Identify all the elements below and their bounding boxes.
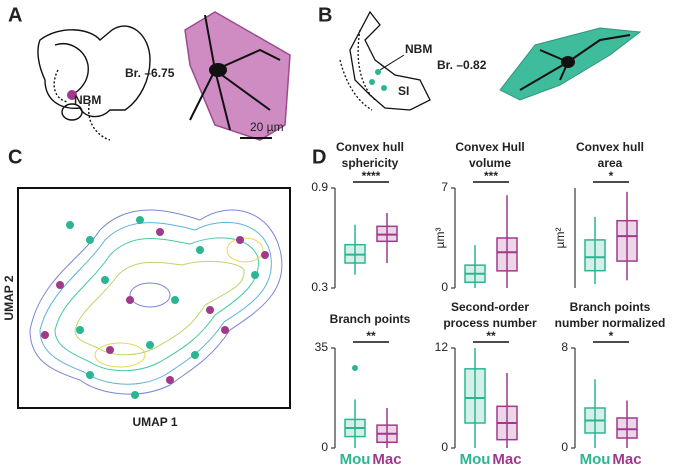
significance: ** xyxy=(366,329,376,343)
bregma-label: Br. –6.75 xyxy=(125,66,175,80)
panel-label: B xyxy=(318,4,332,26)
chart-title: volume xyxy=(469,156,511,170)
neuron-hull xyxy=(499,27,642,101)
significance: * xyxy=(609,169,614,183)
y-tick-label: 0 xyxy=(441,440,448,454)
x-tick-label: Mac xyxy=(612,451,641,467)
chart-title: Second-order xyxy=(451,300,529,314)
chart-title: process number xyxy=(443,316,537,330)
significance: * xyxy=(609,329,614,343)
y-axis-label: µm² xyxy=(553,228,567,249)
nbm-marker xyxy=(67,90,77,100)
chart-title: Convex hull xyxy=(576,140,644,154)
outlier xyxy=(352,365,358,371)
region-label: SI xyxy=(398,84,409,98)
x-tick-label: Mou xyxy=(340,451,371,467)
nbm-marker xyxy=(369,79,375,85)
y-tick-label: 0 xyxy=(561,440,568,454)
y-tick-label: 35 xyxy=(315,340,329,354)
panel-label: C xyxy=(8,146,22,168)
chart-title: area xyxy=(598,156,623,170)
x-tick-label: Mac xyxy=(492,451,521,467)
nbm-marker xyxy=(375,69,381,75)
chart-title: Branch points xyxy=(570,300,651,314)
box xyxy=(464,368,486,424)
y-axis-label: µm³ xyxy=(433,228,447,249)
x-tick-label: Mou xyxy=(580,451,611,467)
box xyxy=(584,239,606,272)
chart-title: number normalized xyxy=(555,316,666,330)
x-axis-label: UMAP 1 xyxy=(132,415,177,429)
y-tick-label: 7 xyxy=(441,180,448,194)
panel-label: A xyxy=(8,4,22,26)
nbm-marker xyxy=(381,85,387,91)
scale-label: 20 µm xyxy=(250,120,284,134)
y-tick-label: 0.9 xyxy=(311,180,328,194)
significance: ** xyxy=(486,329,496,343)
x-tick-label: Mou xyxy=(460,451,491,467)
pointer xyxy=(379,54,405,71)
chart-title: Branch points xyxy=(330,312,411,326)
y-tick-label: 8 xyxy=(561,340,568,354)
significance: *** xyxy=(484,169,498,183)
box xyxy=(496,237,518,272)
chart-title: Convex Hull xyxy=(455,140,524,154)
brain-schematic xyxy=(339,10,431,111)
x-tick-label: Mac xyxy=(372,451,401,467)
chart-title: Convex hull xyxy=(336,140,404,154)
y-tick-label: 0 xyxy=(441,280,448,294)
neuron-hull xyxy=(184,11,291,141)
density-contours xyxy=(29,209,283,395)
significance: **** xyxy=(362,169,381,183)
y-tick-label: 0.3 xyxy=(311,280,328,294)
box xyxy=(616,417,638,439)
umap-frame xyxy=(17,187,291,409)
box xyxy=(616,219,638,262)
y-tick-label: 12 xyxy=(435,340,449,354)
chart-title: sphericity xyxy=(342,156,399,170)
y-tick-label: 0 xyxy=(321,440,328,454)
region-label: NBM xyxy=(74,93,101,107)
brain-schematic xyxy=(37,25,151,141)
region-label: NBM xyxy=(405,42,432,56)
y-axis-label: UMAP 2 xyxy=(2,275,16,320)
umap-points xyxy=(41,216,269,399)
bregma-label: Br. –0.82 xyxy=(437,58,487,72)
panel-label: D xyxy=(312,146,326,168)
